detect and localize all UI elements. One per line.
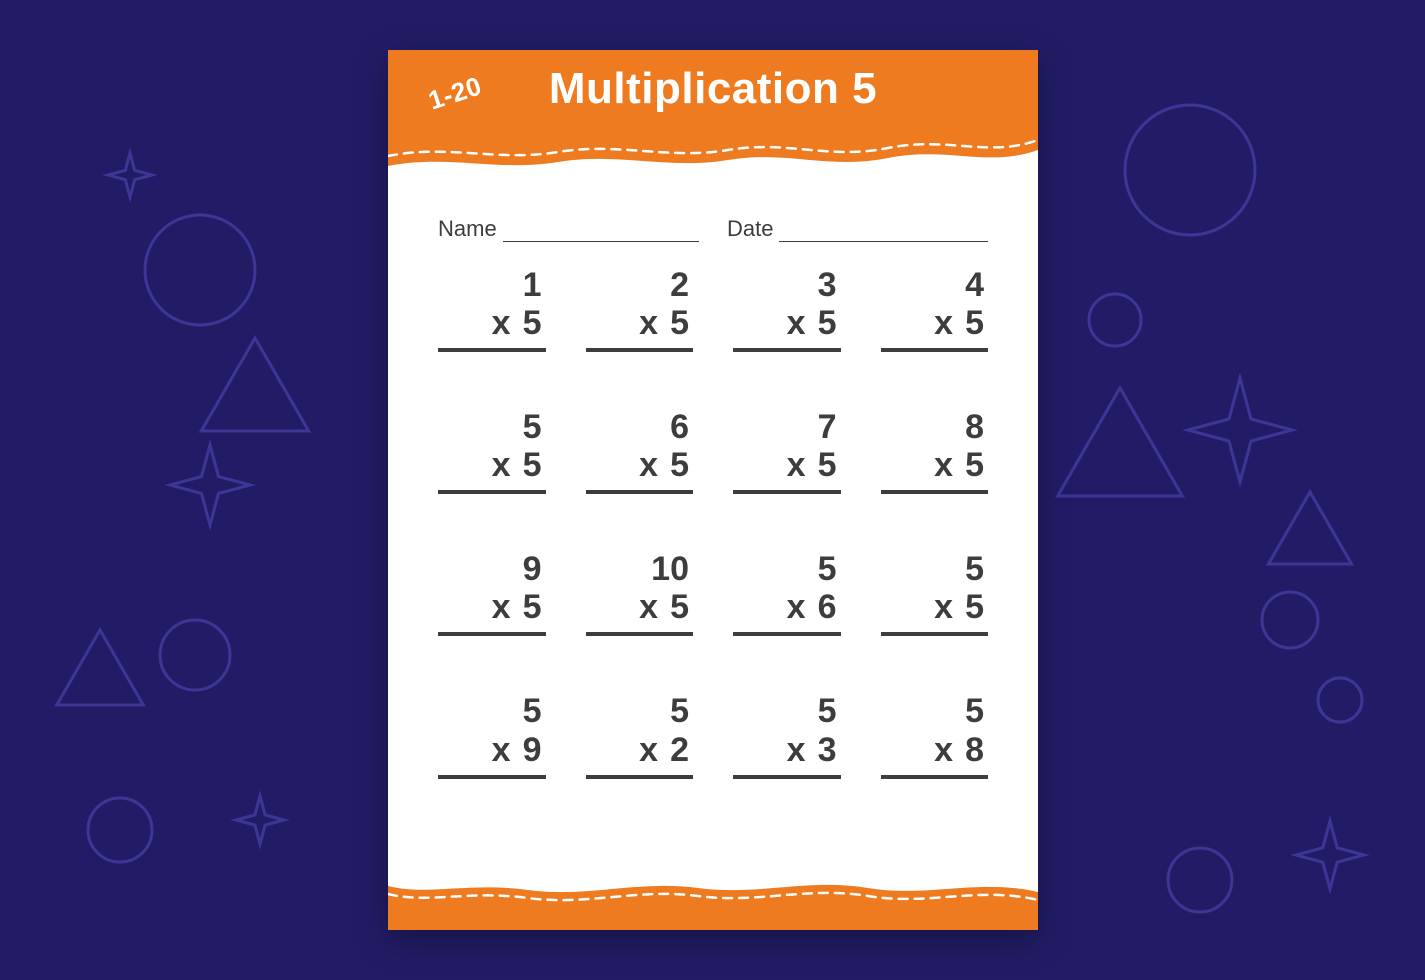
operator: x (934, 304, 953, 342)
operator: x (787, 731, 806, 769)
name-label: Name (438, 216, 497, 242)
multiplicand: 5 (881, 692, 989, 730)
multiplicand: 5 (438, 692, 546, 730)
operator: x (492, 588, 511, 626)
operator: x (639, 446, 658, 484)
multiplication-problem: 5x6 (733, 550, 841, 636)
multiplicand: 4 (881, 266, 989, 304)
multiplier-row: x5 (881, 446, 989, 494)
operator: x (639, 731, 658, 769)
multiplicand: 2 (586, 266, 694, 304)
multiplier-row: x3 (733, 731, 841, 779)
multiplier-row: x5 (586, 446, 694, 494)
multiplication-problem: 2x5 (586, 266, 694, 352)
multiplication-problem: 3x5 (733, 266, 841, 352)
stage: 1-20 Multiplication 5 Name Date 1x52x53x… (0, 0, 1425, 980)
operator: x (934, 588, 953, 626)
multiplier: 5 (818, 446, 837, 484)
student-fields: Name Date (438, 216, 988, 242)
multiplier: 6 (818, 588, 837, 626)
multiplier: 5 (523, 588, 542, 626)
name-field: Name (438, 216, 699, 242)
multiplicand: 7 (733, 408, 841, 446)
multiplier: 5 (523, 446, 542, 484)
multiplication-problem: 5x3 (733, 692, 841, 778)
multiplication-problem: 1x5 (438, 266, 546, 352)
operator: x (934, 731, 953, 769)
multiplier-row: x5 (438, 304, 546, 352)
worksheet-title: Multiplication 5 (388, 64, 1038, 114)
multiplicand: 5 (733, 692, 841, 730)
multiplier: 8 (965, 731, 984, 769)
multiplier-row: x5 (586, 304, 694, 352)
multiplication-problem: 5x9 (438, 692, 546, 778)
operator: x (492, 731, 511, 769)
multiplication-problem: 5x5 (438, 408, 546, 494)
date-field: Date (727, 216, 988, 242)
multiplication-problem: 5x5 (881, 550, 989, 636)
multiplier: 5 (965, 446, 984, 484)
multiplier-row: x6 (733, 588, 841, 636)
operator: x (492, 304, 511, 342)
multiplicand: 10 (586, 550, 694, 588)
operator: x (787, 304, 806, 342)
operator: x (787, 446, 806, 484)
operator: x (787, 588, 806, 626)
multiplication-problem: 5x2 (586, 692, 694, 778)
multiplier-row: x2 (586, 731, 694, 779)
worksheet-sheet: 1-20 Multiplication 5 Name Date 1x52x53x… (388, 50, 1038, 930)
multiplication-problem: 6x5 (586, 408, 694, 494)
multiplier: 5 (965, 304, 984, 342)
operator: x (639, 588, 658, 626)
multiplication-problem: 9x5 (438, 550, 546, 636)
multiplier: 3 (818, 731, 837, 769)
multiplicand: 8 (881, 408, 989, 446)
operator: x (934, 446, 953, 484)
multiplier-row: x5 (733, 446, 841, 494)
multiplier-row: x5 (881, 588, 989, 636)
footer-banner (388, 872, 1038, 930)
multiplicand: 5 (586, 692, 694, 730)
multiplier: 9 (523, 731, 542, 769)
date-label: Date (727, 216, 773, 242)
multiplicand: 1 (438, 266, 546, 304)
multiplier-row: x5 (438, 446, 546, 494)
multiplier: 5 (965, 588, 984, 626)
sheet-body: Name Date 1x52x53x54x55x56x57x58x59x510x… (388, 180, 1038, 890)
multiplier-row: x5 (438, 588, 546, 636)
multiplication-problem: 8x5 (881, 408, 989, 494)
multiplier: 5 (523, 304, 542, 342)
multiplicand: 5 (438, 408, 546, 446)
multiplier-row: x9 (438, 731, 546, 779)
multiplier-row: x5 (881, 304, 989, 352)
multiplication-problem: 10x5 (586, 550, 694, 636)
problems-grid: 1x52x53x54x55x56x57x58x59x510x55x65x55x9… (438, 266, 988, 779)
multiplication-problem: 4x5 (881, 266, 989, 352)
multiplier: 5 (670, 446, 689, 484)
operator: x (639, 304, 658, 342)
multiplicand: 6 (586, 408, 694, 446)
multiplicand: 5 (881, 550, 989, 588)
multiplier: 5 (818, 304, 837, 342)
multiplier-row: x5 (733, 304, 841, 352)
multiplier-row: x8 (881, 731, 989, 779)
operator: x (492, 446, 511, 484)
name-line[interactable] (503, 241, 699, 242)
multiplicand: 3 (733, 266, 841, 304)
date-line[interactable] (779, 241, 988, 242)
multiplier-row: x5 (586, 588, 694, 636)
multiplicand: 5 (733, 550, 841, 588)
multiplier: 5 (670, 304, 689, 342)
multiplier: 5 (670, 588, 689, 626)
multiplier: 2 (670, 731, 689, 769)
multiplication-problem: 7x5 (733, 408, 841, 494)
multiplication-problem: 5x8 (881, 692, 989, 778)
multiplicand: 9 (438, 550, 546, 588)
